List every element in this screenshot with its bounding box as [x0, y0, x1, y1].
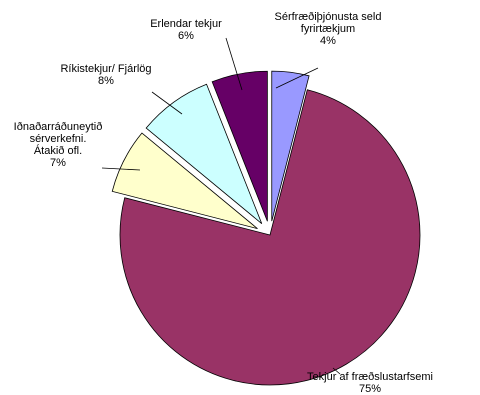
leader-line-erlendar-tekjur [225, 37, 243, 91]
pie-slices [111, 70, 421, 386]
pie-slice-tekjur-af-fr-slustarfsemi [119, 89, 421, 386]
pie-slice-se-rfr-i-jo-nusta-seld-fyrirt-kjum [271, 70, 310, 222]
leader-line-ri-kistekjur-fja-rlo-g [151, 91, 183, 115]
slice-name-label-line: Tekjur af fræðslustarfsemi [307, 371, 433, 383]
leader-lines [101, 37, 341, 375]
pie-slice-erlendar-tekjur [211, 70, 268, 222]
slice-value-label: 7% [50, 157, 66, 169]
slice-label-tekjur-af-fr-slustarfsemi: Tekjur af fræðslustarfsemi 75% [307, 371, 433, 395]
slice-name-label-line: Iðnaðarráðuneytið [14, 121, 103, 133]
slice-label-se-rfr-i-jo-nusta-seld-fyrirt-kjum: Sérfræðiþjónusta seld fyrirtækjum 4% [274, 11, 381, 47]
slice-name-label-line: Ríkistekjur/ Fjárlög [60, 63, 151, 75]
slice-label-erlendar-tekjur: Erlendar tekjur 6% [150, 18, 222, 42]
slice-name-label-line: Sérfræðiþjónusta seld [274, 11, 381, 23]
slice-name-label-line: fyrirtækjum [301, 23, 355, 35]
slice-value-label: 4% [320, 35, 336, 47]
slice-value-label: 6% [178, 30, 194, 42]
slice-label-i-na-arra-uneyti-se-rverkefni-a-taki-ofl: Iðnaðarráðuneytið sérverkefni. Átakið ofl.… [14, 121, 103, 169]
slice-name-label-line: Átakið ofl. [34, 144, 82, 157]
slice-labels: Sérfræðiþjónusta seld fyrirtækjum 4% Tekjur… [14, 11, 433, 395]
leader-line-tekjur-af-fr-slustarfsemi [332, 367, 341, 375]
slice-value-label: 75% [359, 383, 381, 395]
slice-name-label-line: Erlendar tekjur [150, 18, 222, 30]
slice-name-label-line: sérverkefni. [30, 133, 87, 145]
leader-line-se-rfr-i-jo-nusta-seld-fyrirt-kjum [275, 67, 319, 89]
leader-line-i-na-arra-uneyti-se-rverkefni-a-taki-ofl [101, 167, 141, 171]
pie-slice-i-na-arra-uneyti-se-rverkefni-a-taki-ofl [111, 132, 258, 230]
pie-slice-ri-kistekjur-fja-rlo-g [145, 83, 263, 224]
slice-value-label: 8% [98, 75, 114, 87]
slice-label-ri-kistekjur-fja-rlo-g: Ríkistekjur/ Fjárlög 8% [60, 63, 151, 87]
